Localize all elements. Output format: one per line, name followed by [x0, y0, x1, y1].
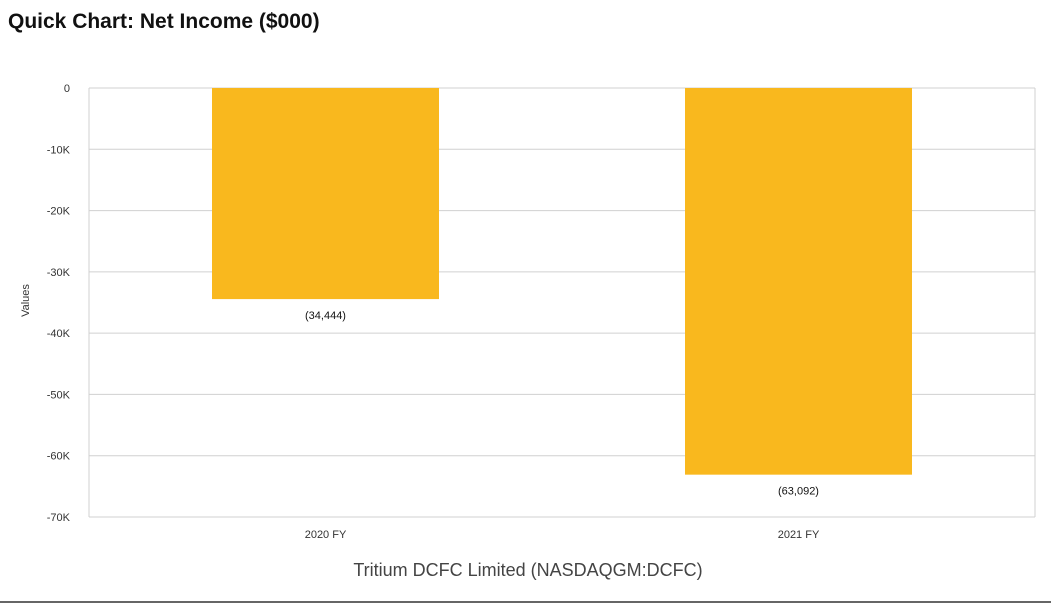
- bottom-divider: [0, 601, 1051, 603]
- bar: [685, 88, 912, 475]
- chart-title: Quick Chart: Net Income ($000): [8, 10, 320, 33]
- y-tick-label: -50K: [47, 389, 71, 401]
- y-axis-title: Values: [20, 284, 32, 317]
- y-tick-label: -20K: [47, 206, 71, 218]
- y-tick-label: -60K: [47, 451, 71, 463]
- y-tick-label: -30K: [47, 267, 71, 279]
- y-tick-label: -40K: [47, 328, 71, 340]
- bar: [212, 88, 439, 300]
- x-tick-label: 2021 FY: [778, 529, 820, 541]
- y-tick-label: -70K: [47, 512, 71, 524]
- y-tick-label: -10K: [47, 144, 71, 156]
- y-axis-ticks: 0 -10K -20K -30K -40K -50K -60K -70K: [47, 83, 71, 524]
- bar-value-label: (34,444): [305, 310, 346, 322]
- bar-value-label: (63,092): [778, 486, 819, 498]
- x-axis-ticks: 2020 FY 2021 FY: [305, 529, 820, 541]
- bars: (34,444) (63,092): [212, 88, 912, 498]
- x-tick-label: 2020 FY: [305, 529, 347, 541]
- y-tick-label: 0: [64, 83, 70, 95]
- x-axis-title: Tritium DCFC Limited (NASDAQGM:DCFC): [353, 560, 702, 580]
